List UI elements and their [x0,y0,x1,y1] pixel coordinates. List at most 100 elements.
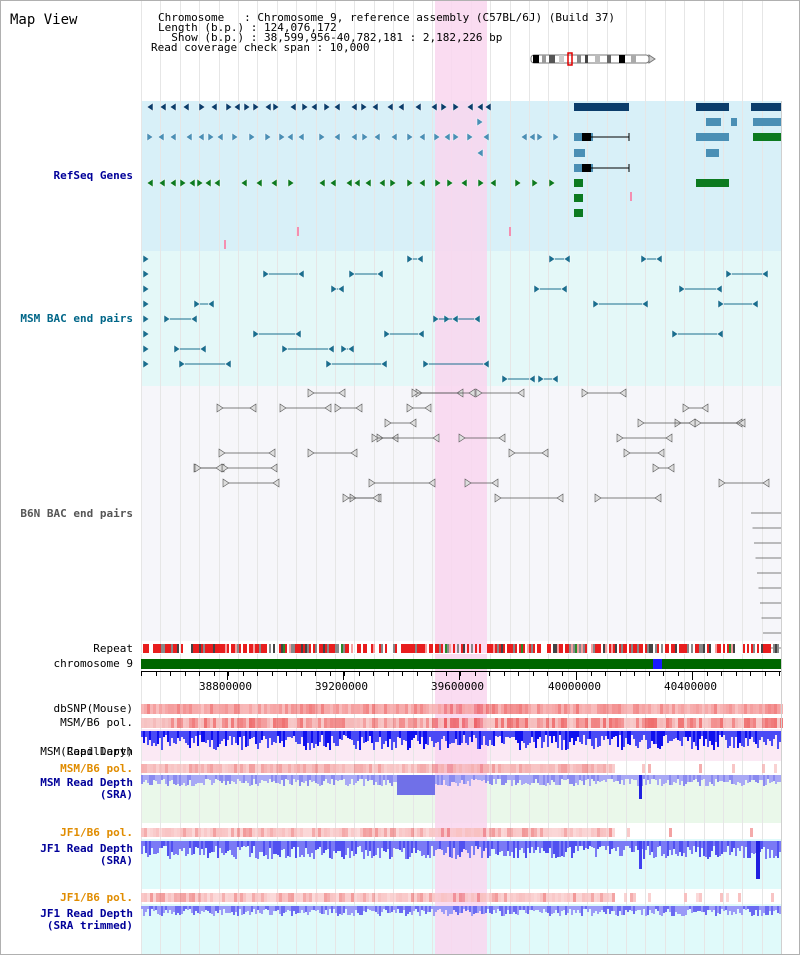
depth-bar [739,731,741,743]
depth-bar [651,775,653,779]
heat-cell [603,893,606,902]
heat-cell [717,718,720,728]
depth-bar [771,775,773,782]
heat-cell [273,828,276,837]
heat-cell [222,764,225,773]
depth-bar [307,841,309,854]
dbsnp-label: dbSNP(Mouse) [53,702,133,715]
heat-cell [231,828,234,837]
depth-bar [353,731,355,745]
depth-bar [537,775,539,783]
depth-bar [747,906,749,909]
heat-cell [597,718,600,728]
heat-cell [234,718,237,728]
heat-cell [555,764,558,773]
depth-bar [281,906,283,916]
heat-cell [285,764,288,773]
depth-bar [653,775,655,779]
depth-bar [417,731,419,741]
depth-bar [255,775,257,784]
depth-bar [293,775,295,779]
heat-cell [165,828,168,837]
gridline [354,1,355,954]
depth-bar [275,906,277,911]
heat-cell [402,764,405,773]
depth-bar [343,906,345,913]
heat-cell [612,718,615,728]
depth-bar [669,731,671,741]
heat-cell [279,704,282,714]
depth-bar [471,906,473,916]
repeat-element [519,644,521,653]
depth-bar [501,841,503,851]
repeat-element [527,644,529,653]
gene-arrow [196,178,204,188]
heat-cell [261,704,264,714]
heat-cell [561,828,564,837]
depth-bar [775,731,777,735]
msm-bac-label[interactable]: MSM BAC end pairs [20,312,133,325]
depth-bar [727,841,729,846]
bac-end-arrow [541,448,549,458]
depth-bar [555,731,557,742]
heat-cell [210,704,213,714]
refseq-genes-label[interactable]: RefSeq Genes [53,169,133,182]
selected-region-highlight[interactable] [435,1,487,954]
axis-tick-label: 40400000 [664,680,717,693]
depth-bar [513,906,515,912]
gene-arrow [433,132,441,142]
chromosome-ideogram[interactable] [529,52,657,66]
depth-bar [695,731,697,746]
depth-bar [191,841,193,855]
depth-bar [383,775,385,780]
bac-end-arrow [142,314,150,324]
heat-cell [390,893,393,902]
heat-cell [147,828,150,837]
axis-minor-tick [779,671,780,676]
heat-cell [156,764,159,773]
depth-bar [437,906,439,910]
heat-cell [351,893,354,902]
gene-arrow [289,102,297,112]
heat-cell [726,704,729,714]
depth-bar [691,731,693,749]
repeat-element [345,644,347,653]
heat-cell [459,718,462,728]
depth-bar [597,731,599,747]
depth-bar [381,906,383,912]
heat-cell [564,718,567,728]
repeat-element [261,644,263,653]
heat-cell [417,764,420,773]
depth-bar [241,841,243,847]
gene-block [706,149,719,157]
depth-bar [543,906,545,909]
repeat-element [309,644,311,653]
b6n-bac-label[interactable]: B6N BAC end pairs [20,507,133,520]
repeat-element [717,644,719,653]
heat-cell [588,828,591,837]
heat-cell [498,704,501,714]
depth-bar [653,841,655,858]
depth-bar [157,775,159,784]
heat-cell [198,718,201,728]
depth-bar [241,906,243,915]
gridline [607,1,608,954]
repeat-element [707,644,709,653]
repeat-element [523,644,525,653]
heat-cell [477,764,480,773]
depth-bar [257,775,259,786]
heat-cell [516,764,519,773]
depth-bar [239,775,241,781]
bac-end-arrow [307,448,315,458]
heat-cell [540,704,543,714]
repeat-element [155,644,157,653]
depth-peak [639,775,642,799]
depth-bar [223,775,225,781]
depth-bar [173,841,175,855]
depth-bar [663,775,665,784]
depth-bar [331,731,333,736]
depth-bar [371,775,373,780]
repeat-element [347,644,349,653]
gridline [704,1,705,954]
